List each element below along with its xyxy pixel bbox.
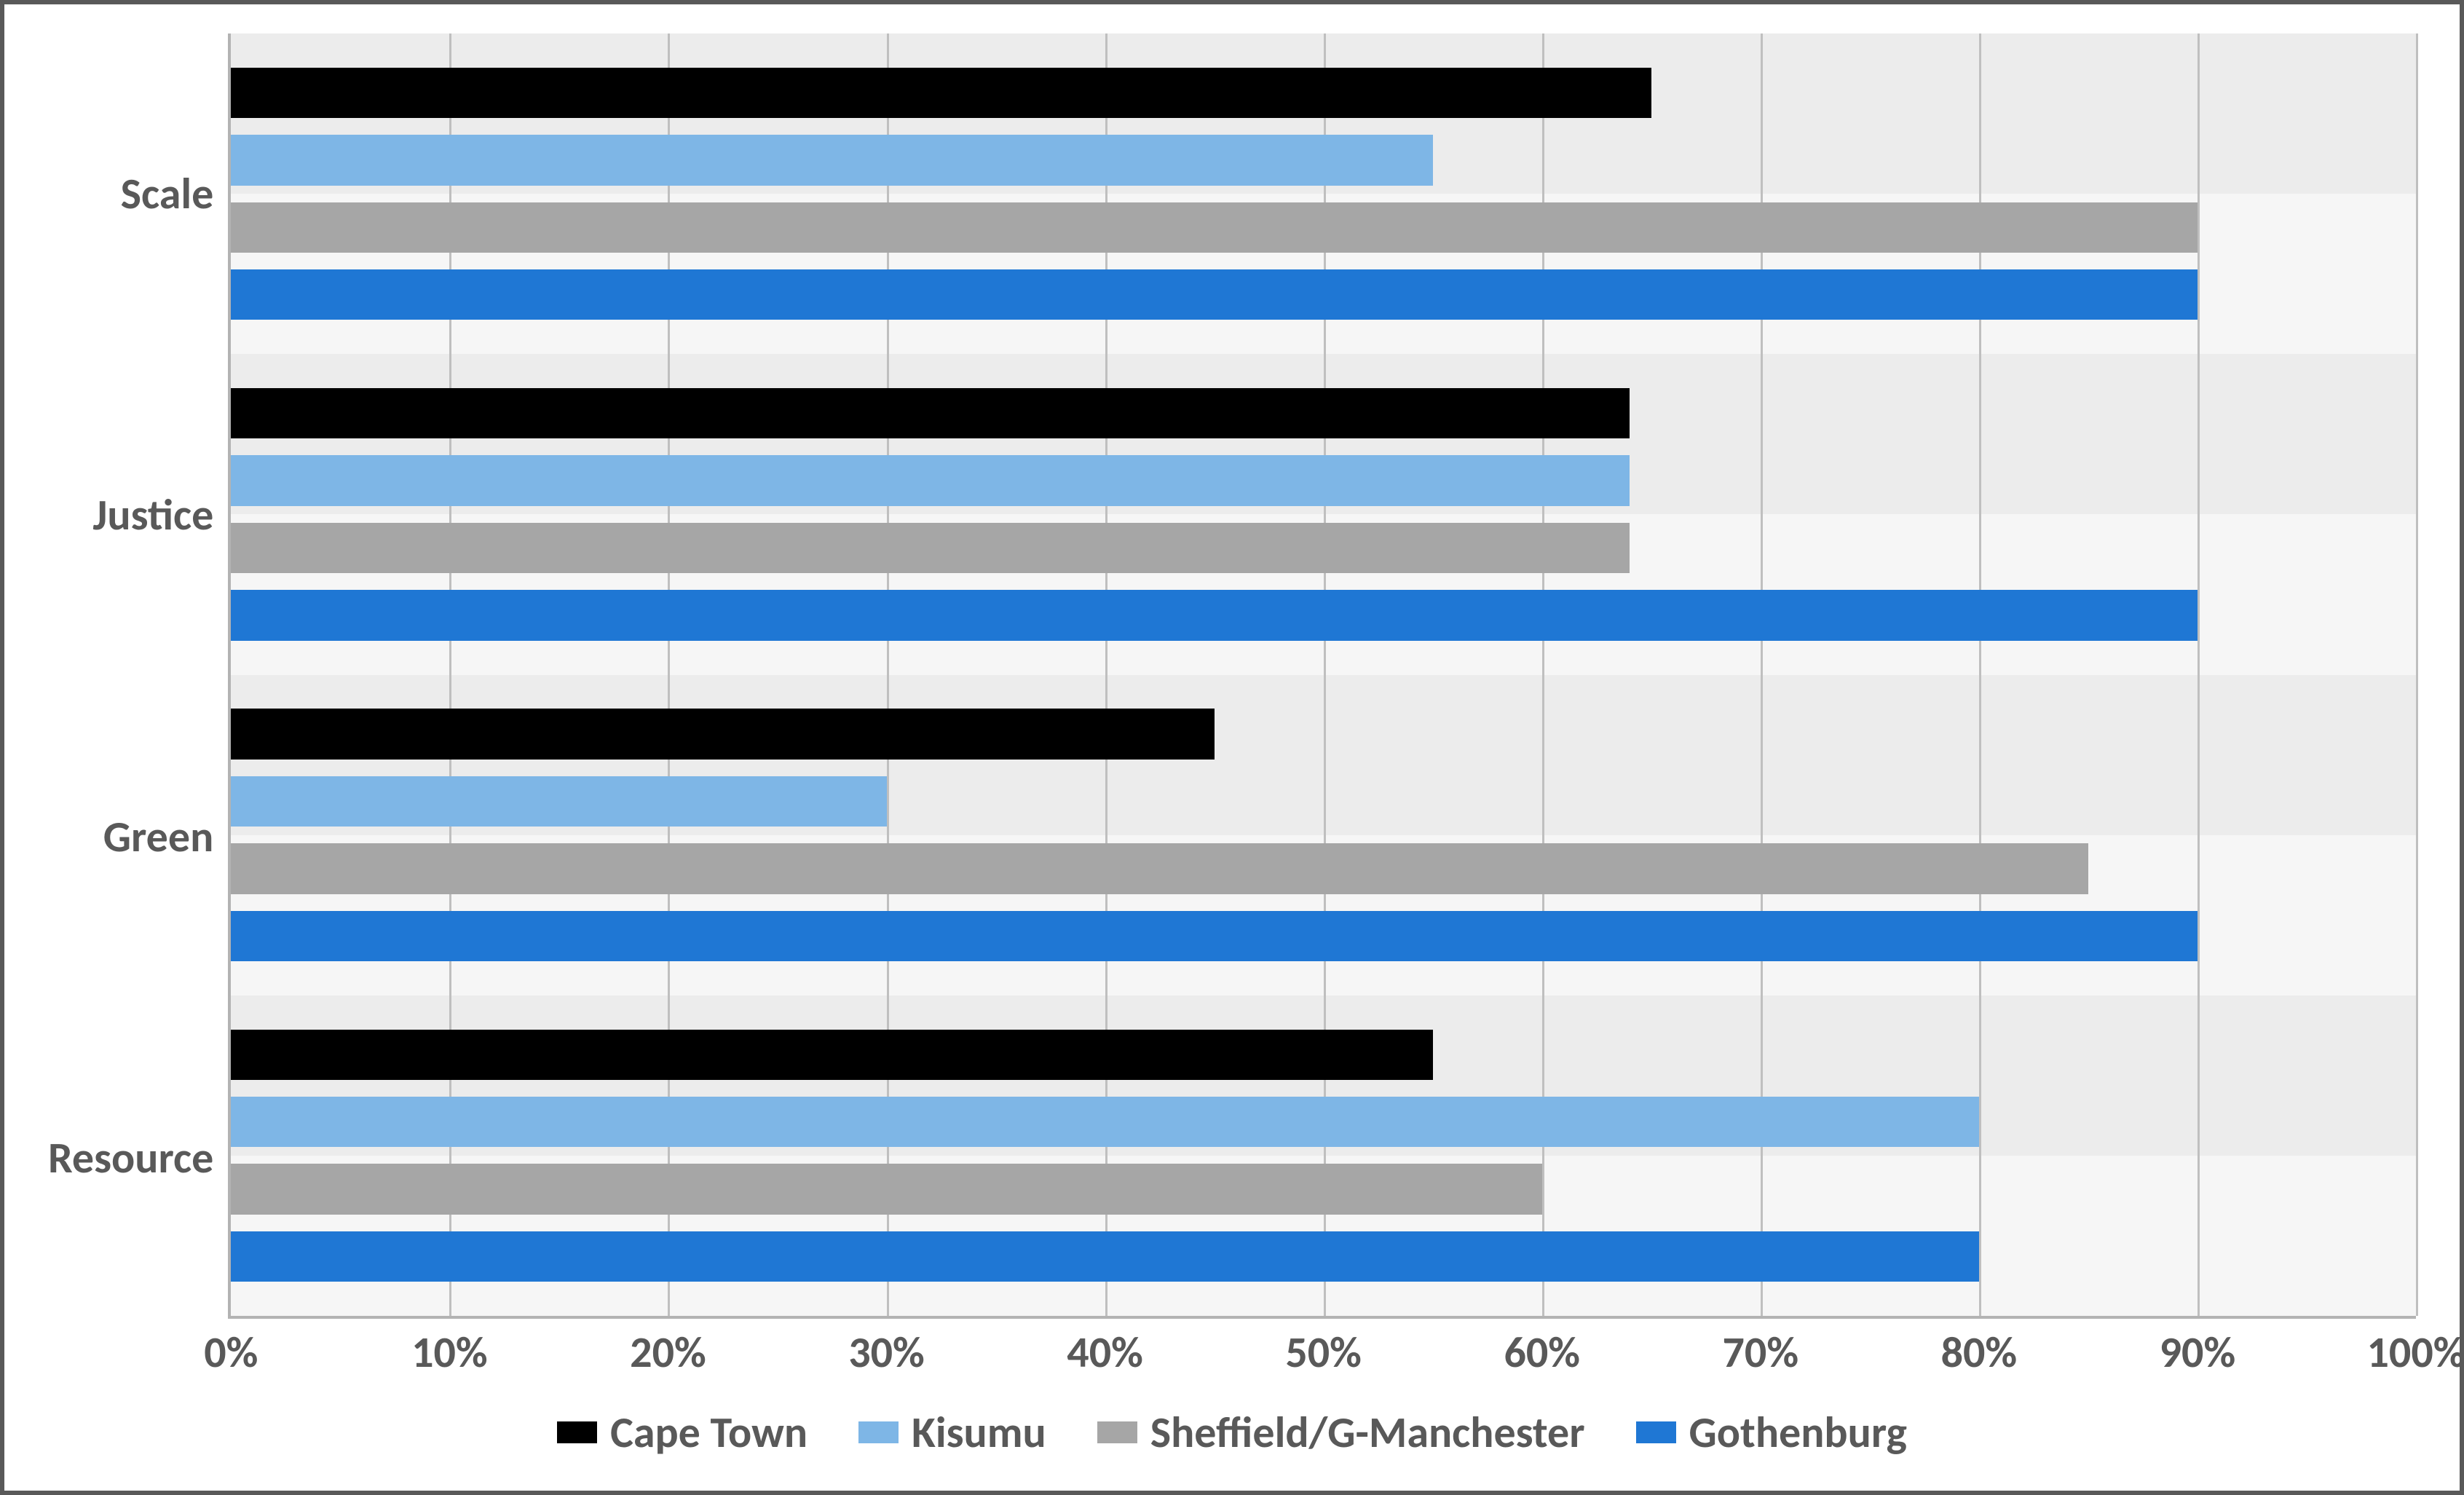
x-axis: 0%10%20%30%40%50%60%70%80%90%100%: [231, 1319, 2416, 1389]
y-axis-label: Resource: [48, 998, 213, 1319]
x-axis-tick-label: 30%: [848, 1326, 925, 1379]
legend-item: Gothenburg: [1636, 1406, 1907, 1459]
bar: [231, 269, 2198, 320]
plot-area: [228, 33, 2416, 1319]
legend-item: Cape Town: [557, 1406, 807, 1459]
legend-swatch: [1636, 1421, 1676, 1443]
bar: [231, 1164, 1541, 1214]
legend-swatch: [1097, 1421, 1137, 1443]
x-axis-tick-label: 40%: [1067, 1326, 1143, 1379]
y-axis-label: Green: [48, 677, 213, 998]
legend-label: Cape Town: [610, 1406, 807, 1459]
bar: [231, 590, 2198, 640]
y-axis-labels: ScaleJusticeGreenResource: [48, 33, 228, 1319]
x-axis-tick-label: 100%: [2367, 1326, 2464, 1379]
legend-label: Kisumu: [912, 1406, 1046, 1459]
bar: [231, 202, 2198, 253]
y-axis-label: Scale: [48, 33, 213, 355]
legend-label: Sheffield/G-Manchester: [1150, 1406, 1585, 1459]
gridline: [2416, 33, 2418, 1316]
bar: [231, 523, 1629, 573]
plot-row: ScaleJusticeGreenResource: [48, 33, 2416, 1319]
x-axis-tick-label: 0%: [204, 1326, 258, 1379]
x-axis-tick-label: 90%: [2160, 1326, 2236, 1379]
x-axis-tick-label: 10%: [411, 1326, 488, 1379]
x-axis-tick-label: 50%: [1285, 1326, 1362, 1379]
bars-layer: [231, 33, 2416, 1316]
bar: [231, 776, 886, 827]
bar: [231, 1097, 1979, 1147]
legend-item: Sheffield/G-Manchester: [1097, 1406, 1585, 1459]
x-axis-tick-label: 80%: [1941, 1326, 2018, 1379]
x-axis-tick-label: 60%: [1504, 1326, 1580, 1379]
bar: [231, 709, 1214, 759]
legend-swatch: [557, 1421, 597, 1443]
x-axis-tick-label: 20%: [630, 1326, 706, 1379]
x-axis-tick-label: 70%: [1723, 1326, 1799, 1379]
bar: [231, 843, 2088, 894]
legend-label: Gothenburg: [1689, 1406, 1907, 1459]
bar: [231, 135, 1432, 185]
x-axis-row: 0%10%20%30%40%50%60%70%80%90%100%: [48, 1319, 2416, 1389]
category-group: [231, 995, 2416, 1316]
legend-item: Kisumu: [858, 1406, 1046, 1459]
legend: Cape Town Kisumu Sheffield/G-Manchester Got…: [48, 1389, 2416, 1476]
chart-frame: ScaleJusticeGreenResource 0% 10% 20% 30% 40%…: [0, 0, 2464, 1495]
bar: [231, 911, 2198, 961]
legend-swatch: [858, 1421, 899, 1443]
bar: [231, 455, 1629, 505]
bar: [231, 68, 1651, 118]
bar: [231, 388, 1629, 438]
bar: [231, 1030, 1432, 1080]
category-group: [231, 33, 2416, 354]
bar: [231, 1231, 1979, 1282]
y-axis-label: Justice: [48, 355, 213, 676]
category-group: [231, 675, 2416, 995]
category-group: [231, 354, 2416, 674]
